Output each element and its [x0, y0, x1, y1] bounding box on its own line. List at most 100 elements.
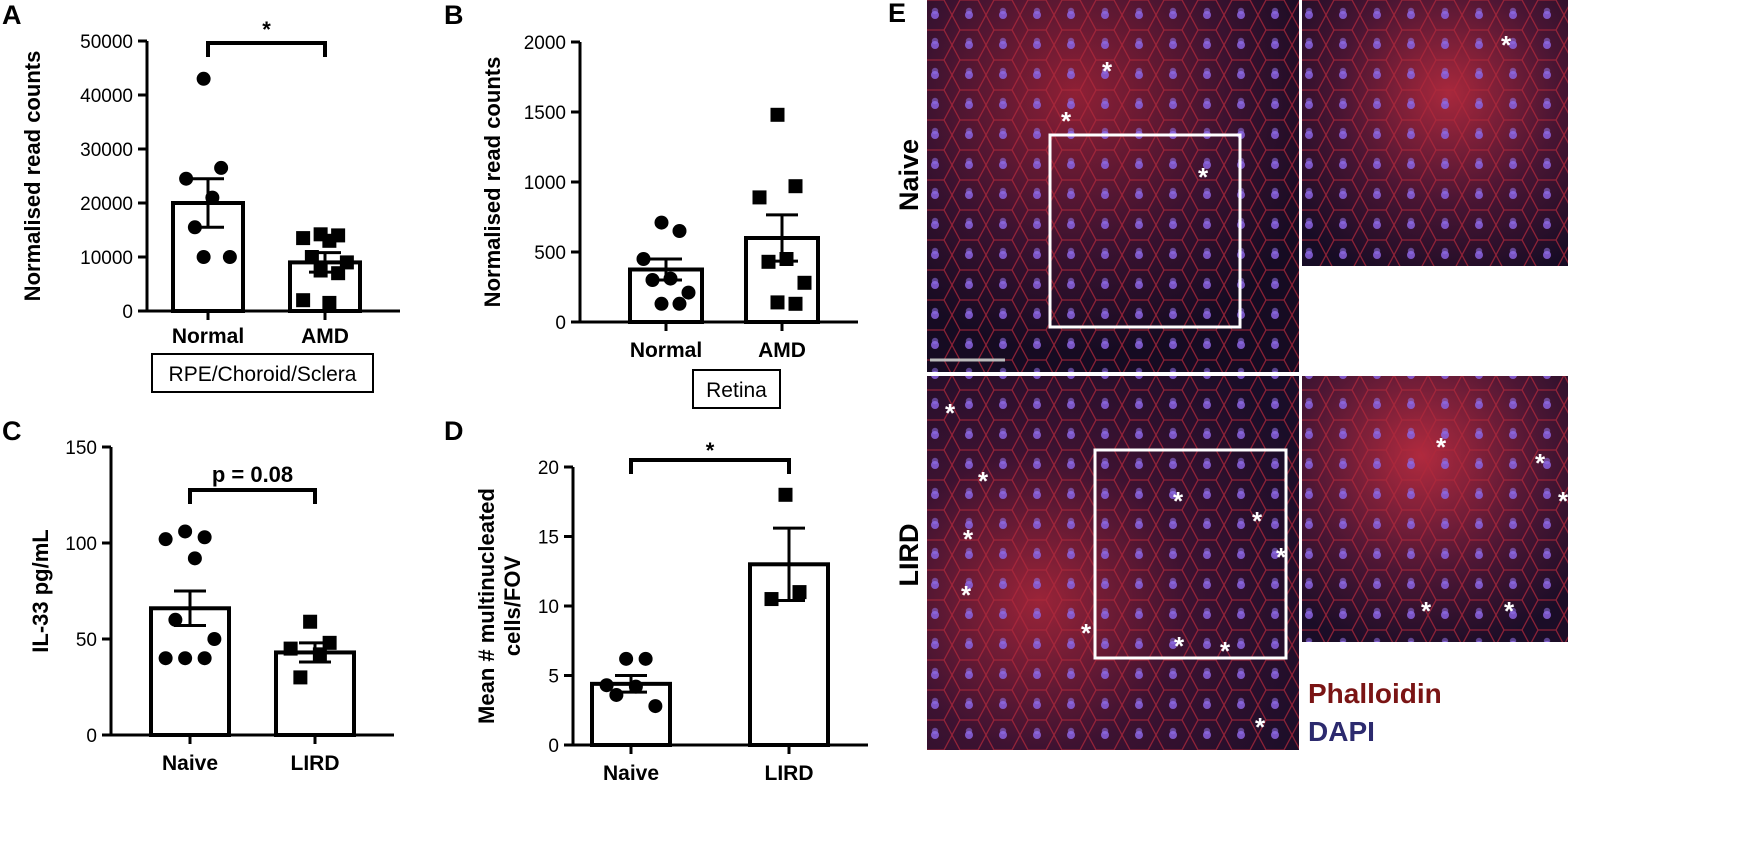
data-point — [779, 252, 794, 266]
x-tick-label: Naive — [603, 762, 659, 785]
chart-panel-c: C 0 50 100 150 IL-33 pg/mL Naive LIRD p = 0.08 — [2, 416, 394, 775]
data-point — [681, 285, 696, 300]
x-tick-label: LIRD — [765, 762, 814, 785]
legend-phalloidin: Phalloidin — [1308, 678, 1442, 709]
micrograph-naive-overview — [927, 0, 1299, 372]
data-point — [339, 255, 354, 270]
asterisk-marker: * — [963, 524, 974, 554]
data-point — [178, 651, 193, 666]
x-tick-label: AMD — [301, 325, 349, 348]
data-point — [197, 651, 212, 666]
bar-naive — [149, 606, 231, 738]
y-tick-label: 20 — [538, 458, 559, 479]
y-tick-label: 30000 — [80, 140, 133, 161]
significance-bracket — [188, 488, 317, 504]
x-tick-label: Normal — [172, 325, 244, 348]
data-point — [599, 678, 614, 693]
y-axis-label: Mean # multinucleatedcells/FOV — [474, 488, 525, 724]
x-tick-label: AMD — [758, 339, 806, 362]
data-point — [645, 273, 660, 287]
data-point — [222, 250, 237, 264]
asterisk-marker: * — [1255, 712, 1266, 742]
group-label: RPE/Choroid/Sclera — [169, 363, 357, 386]
panel-label-c: C — [2, 416, 22, 446]
asterisk-marker: * — [1276, 542, 1287, 572]
data-point — [638, 651, 653, 666]
asterisk-marker: * — [945, 398, 956, 428]
asterisk-marker: * — [1252, 506, 1263, 536]
data-point — [312, 647, 327, 662]
data-point — [196, 250, 211, 264]
y-tick-label: 40000 — [80, 86, 133, 107]
data-point — [205, 190, 220, 205]
y-axis-label: Normalised read counts — [20, 51, 45, 302]
data-point — [654, 296, 669, 311]
data-point — [197, 530, 212, 545]
asterisk-marker: * — [1535, 448, 1546, 478]
asterisk-marker: * — [1504, 596, 1515, 626]
data-point — [778, 487, 793, 502]
data-point — [303, 614, 318, 629]
panel-label-b: B — [444, 0, 464, 30]
micrograph-naive-zoom — [1302, 0, 1568, 266]
group-label-box — [151, 353, 374, 393]
asterisk-marker: * — [1102, 56, 1113, 86]
chart-panel-b: B 0 500 1000 1500 2000 Normalised read counts N… — [444, 0, 858, 409]
data-point — [792, 585, 807, 600]
x-tick-label: LIRD — [291, 752, 340, 775]
panel-label-e: E — [888, 0, 906, 28]
significance-label: * — [262, 17, 271, 42]
y-tick-label: 150 — [65, 438, 97, 459]
asterisk-marker: * — [1501, 30, 1512, 60]
data-point — [770, 107, 785, 122]
asterisk-marker: * — [1173, 486, 1184, 516]
group-label: Retina — [706, 379, 767, 402]
data-point — [764, 592, 779, 607]
y-tick-label: 15 — [538, 528, 559, 549]
y-axis-label: IL-33 pg/mL — [28, 529, 53, 652]
group-label-box — [692, 369, 781, 409]
data-point — [672, 296, 687, 311]
data-point — [628, 679, 643, 694]
data-point — [179, 171, 194, 186]
y-tick-label: 500 — [534, 243, 566, 264]
data-point — [648, 699, 663, 714]
chart-panel-d: D 0 5 10 15 20 Mean # multinucleatedcells/FOV N… — [444, 416, 868, 785]
data-point — [283, 641, 298, 656]
data-point — [797, 275, 812, 290]
inset-box-lird — [1093, 448, 1288, 660]
data-point — [293, 670, 308, 685]
panel-label-d: D — [444, 416, 464, 446]
chart-panel-a: A 0 10000 20000 30000 40000 50000 Normalised re… — [2, 0, 400, 393]
row-label-lird: LIRD — [894, 524, 924, 587]
y-tick-label: 1000 — [524, 173, 566, 194]
data-point — [752, 190, 767, 205]
data-point — [663, 271, 678, 286]
legend-dapi: DAPI — [1308, 716, 1375, 747]
data-point — [609, 687, 624, 702]
data-point — [619, 651, 634, 666]
y-tick-label: 0 — [548, 736, 559, 757]
asterisk-marker: * — [1436, 432, 1447, 462]
data-point — [636, 252, 651, 266]
y-tick-label: 0 — [555, 313, 566, 334]
inset-box-naive — [1048, 133, 1242, 329]
data-point — [187, 551, 202, 566]
asterisk-marker: * — [1198, 162, 1209, 192]
asterisk-marker: * — [1421, 596, 1432, 626]
data-point — [178, 524, 193, 539]
data-point — [158, 651, 173, 666]
data-point — [672, 224, 687, 238]
y-tick-label: 100 — [65, 534, 97, 555]
data-point — [158, 532, 173, 547]
y-tick-label: 0 — [86, 726, 97, 747]
y-axis-label: Normalised read counts — [480, 57, 505, 308]
data-point — [788, 179, 803, 194]
data-point — [331, 266, 346, 281]
y-tick-label: 10000 — [80, 248, 133, 269]
data-point — [770, 295, 785, 310]
asterisk-marker: * — [1558, 486, 1569, 516]
significance-bracket — [206, 41, 327, 57]
data-point — [654, 215, 669, 230]
